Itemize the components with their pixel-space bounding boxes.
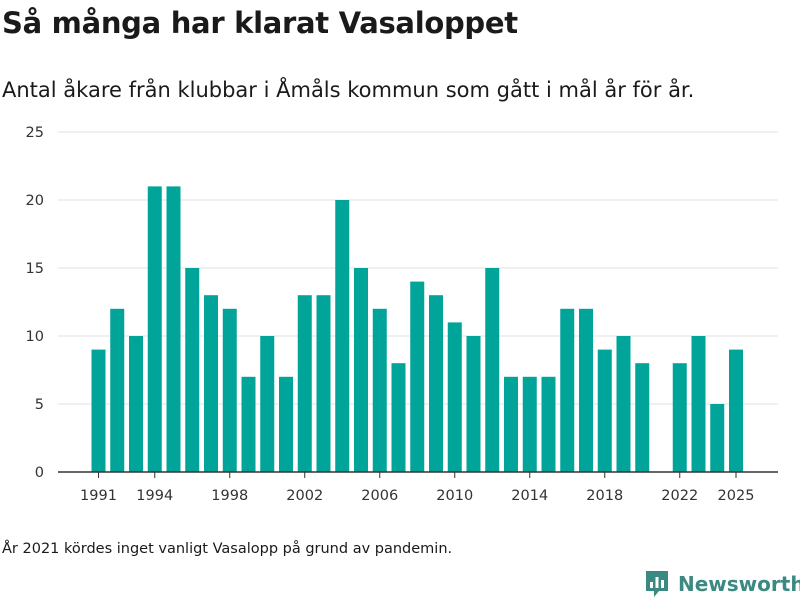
bar-1998 [222,308,237,472]
bar-2002 [297,295,312,472]
bar-2013 [504,376,518,472]
bar-2015 [541,376,556,472]
y-tick-label: 10 [26,329,44,345]
x-axis-ticks: 1991 1994 1998 2002 2006 2010 2014 2018 2022 2025 [80,472,754,504]
bar-2003 [316,295,331,472]
chart-title: Så många har klarat Vasaloppet [2,6,518,40]
bar-1993 [129,336,143,472]
x-tick-label: 2014 [511,488,548,504]
bar-2006 [372,308,387,472]
brand-logo: Newsworthy [644,568,800,600]
bar-chart-speech-bubble-icon [646,571,668,597]
bar-2020 [635,363,650,472]
bar-2004 [335,200,350,472]
y-tick-label: 0 [35,465,44,481]
x-tick-label: 1991 [80,488,117,504]
bar-2001 [279,376,293,472]
bar-2024 [710,404,725,472]
brand-name: Newsworthy [678,572,800,596]
x-tick-label: 2022 [661,488,698,504]
bar-2017 [579,308,593,472]
bar-1991 [91,349,106,472]
bar-2025 [729,349,743,472]
y-tick-label: 5 [35,397,44,413]
bar-2012 [485,268,500,472]
x-tick-label: 1994 [136,488,173,504]
chart-subtitle: Antal åkare från klubbar i Åmåls kommun … [2,78,695,102]
bars [91,186,743,472]
bar-2016 [560,308,575,472]
bar-2018 [597,349,612,472]
bar-2008 [410,281,425,472]
y-tick-label: 25 [26,125,44,141]
y-tick-label: 15 [26,261,44,277]
bar-1995 [166,186,181,472]
bar-2023 [691,336,706,472]
x-tick-label: 2006 [361,488,398,504]
footnote: År 2021 kördes inget vanligt Vasalopp på… [2,541,453,557]
bar-2010 [447,322,462,472]
bar-2005 [354,268,368,472]
bar-1996 [185,268,200,472]
bar-2014 [522,376,537,472]
bar-1999 [241,376,256,472]
bar-1994 [147,186,162,472]
x-tick-label: 2025 [718,488,755,504]
y-axis-tick-labels: 0 5 10 15 20 25 [26,125,44,481]
bar-2009 [429,295,443,472]
x-tick-label: 2018 [586,488,623,504]
x-tick-label: 1998 [211,488,248,504]
bar-2011 [466,336,481,472]
x-tick-label: 2002 [286,488,323,504]
bar-1992 [110,308,125,472]
bar-2019 [616,336,631,472]
bar-2022 [672,363,687,472]
bar-2007 [391,363,406,472]
x-tick-label: 2010 [436,488,473,504]
bar-2000 [260,336,275,472]
y-tick-label: 20 [26,193,44,209]
bar-1997 [204,295,218,472]
